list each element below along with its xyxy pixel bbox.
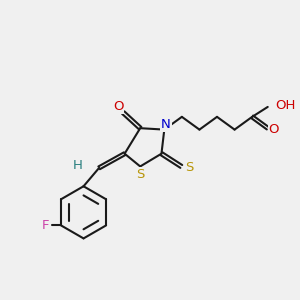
Text: O: O [113,100,123,113]
Text: H: H [72,158,82,172]
Text: F: F [42,219,50,232]
Text: S: S [136,168,144,181]
Text: O: O [269,123,279,136]
Text: OH: OH [276,99,296,112]
Text: S: S [185,161,194,174]
Text: N: N [161,118,171,131]
